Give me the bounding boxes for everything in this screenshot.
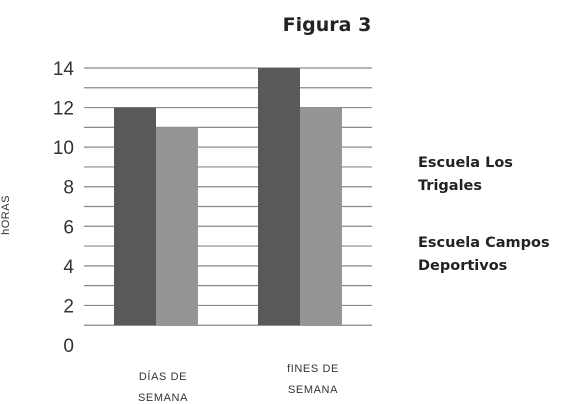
chart-title: Figura 3 xyxy=(283,14,372,36)
bar xyxy=(258,68,300,326)
legend-entry: Escuela Los xyxy=(418,155,513,171)
y-tick-label: 8 xyxy=(63,178,74,199)
x-axis-categories: DÍAS DE SEMANA fINES DE SEMANA xyxy=(138,363,339,404)
y-axis-ticks: 0 2 4 6 8 10 12 14 xyxy=(53,59,75,357)
x-category-label: fINES DE xyxy=(287,363,339,375)
legend-entry: Escuela Campos xyxy=(418,235,550,251)
y-tick-label: 0 xyxy=(63,336,74,357)
bar xyxy=(114,107,156,326)
y-tick-label: 12 xyxy=(53,99,74,120)
y-tick-label: 4 xyxy=(63,257,74,278)
y-tick-label: 2 xyxy=(63,296,74,317)
y-axis-label: hORAS xyxy=(0,195,12,235)
legend-entry: Trigales xyxy=(418,178,482,194)
y-tick-label: 14 xyxy=(53,59,75,80)
bars xyxy=(114,68,342,326)
x-category-label: SEMANA xyxy=(138,392,188,404)
x-category-label: DÍAS DE xyxy=(139,370,187,383)
x-category-label: SEMANA xyxy=(288,384,338,396)
legend-entry: Deportivos xyxy=(418,258,507,274)
legend: Escuela Los Trigales Escuela Campos Deporti… xyxy=(418,155,550,274)
y-tick-label: 6 xyxy=(63,217,74,238)
bar xyxy=(156,127,198,326)
y-tick-label: 10 xyxy=(53,138,74,159)
bar xyxy=(300,107,342,326)
